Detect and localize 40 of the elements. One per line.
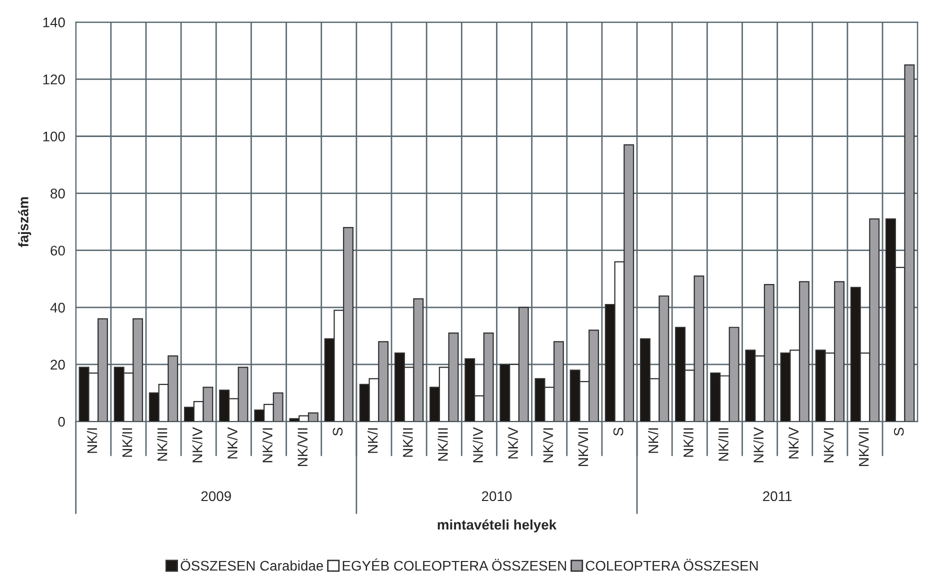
y-tick-label: 0	[58, 416, 65, 427]
y-tick-label: 60	[50, 246, 65, 256]
x-tick-label: NK/II	[402, 428, 413, 457]
text: 2009	[201, 491, 231, 502]
x-tick-label: NK/VI	[262, 428, 272, 462]
x-axis-title: mintavételi helyek	[438, 519, 557, 532]
legend-label: ÖSSZESEN Carabidae	[180, 558, 324, 571]
x-tick-label: S	[332, 428, 343, 436]
y-tick-label: 80	[50, 188, 65, 198]
x-tick-label: NK/V	[788, 427, 799, 458]
y-axis-title: fajszám	[18, 197, 32, 248]
y-tick-label: 40	[50, 302, 65, 313]
x-tick-label: NK/I	[367, 428, 378, 453]
x-tick-label: NK/II	[122, 428, 132, 457]
x-tick-label: NK/VII	[578, 428, 588, 466]
y-tick-label: 100	[43, 132, 65, 142]
x-tick-label: NK/III	[157, 428, 168, 461]
y-tick-label: 140	[43, 17, 65, 28]
legend-label: COLEOPTERA ÖSSZESEN	[586, 558, 758, 571]
x-tick-label: NK/III	[718, 428, 728, 461]
x-tick-label: NK/V	[508, 427, 518, 458]
x-tick-label: NK/I	[648, 428, 658, 453]
x-tick-label: S	[613, 428, 624, 436]
x-tick-label: NK/VI	[542, 428, 554, 462]
x-tick-label: NK/II	[683, 428, 694, 457]
x-tick-label: NK/IV	[192, 427, 202, 462]
x-tick-label: NK/IV	[753, 427, 764, 462]
x-tick-label: NK/VI	[823, 428, 834, 462]
x-tick-label: NK/I	[86, 428, 98, 453]
x-tick-label: NK/III	[438, 428, 448, 461]
text: 2010	[482, 491, 512, 502]
x-tick-label: NK/V	[227, 427, 238, 458]
text: 2011	[763, 491, 792, 502]
y-tick-label: 120	[43, 74, 65, 84]
y-tick-label: 20	[50, 360, 65, 370]
x-tick-label: NK/IV	[472, 427, 483, 462]
x-tick-label: NK/VII	[297, 428, 308, 466]
legend-label: EGYÉB COLEOPTERA ÖSSZESEN	[342, 558, 566, 571]
x-tick-label: NK/VII	[858, 428, 869, 466]
x-tick-label: S	[894, 428, 904, 436]
